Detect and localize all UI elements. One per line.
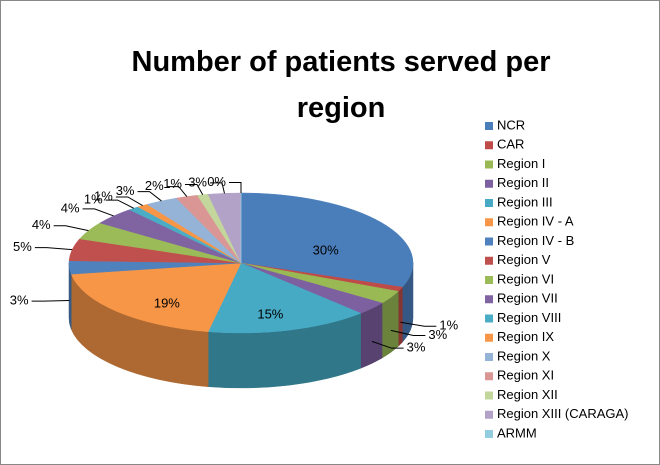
legend-label: Region X (497, 348, 551, 363)
legend-swatch (485, 430, 493, 438)
leader-line (229, 182, 242, 193)
legend-label: Region XII (497, 387, 558, 402)
data-label: 2% (145, 178, 164, 193)
leader-line (371, 340, 404, 349)
leader-line (137, 191, 162, 202)
leader-line (115, 196, 143, 207)
leader-line (82, 208, 114, 217)
data-label: 4% (61, 200, 80, 215)
slice-side (398, 286, 403, 347)
legend-label: Region IV - B (497, 233, 574, 248)
legend-swatch (485, 391, 493, 400)
data-label: 3% (407, 340, 426, 355)
legend-swatch (485, 141, 493, 150)
legend-swatch (485, 218, 493, 227)
legend-label: NCR (497, 117, 525, 132)
legend-swatch (485, 160, 493, 169)
legend-swatch (485, 410, 493, 419)
legend-swatch (485, 237, 493, 246)
legend-label: ARMM (497, 425, 537, 440)
data-label: 0% (207, 174, 226, 189)
slice (207, 262, 362, 334)
legend-swatch (485, 314, 493, 323)
legend-swatch (485, 295, 493, 304)
legend-label: Region XI (497, 368, 554, 383)
data-label: 1% (439, 318, 458, 333)
legend-swatch (485, 179, 493, 188)
data-label: 19% (154, 296, 180, 311)
data-label: 3% (10, 293, 29, 308)
legend-swatch (485, 372, 493, 381)
legend-label: CAR (497, 137, 524, 152)
data-label: 3% (116, 183, 135, 198)
data-label: 30% (313, 242, 339, 257)
legend-label: Region IV - A (497, 214, 574, 229)
data-label: 1% (84, 192, 103, 207)
slice (70, 262, 242, 332)
legend-label: Region IX (497, 329, 554, 344)
legend-label: Region V (497, 252, 551, 267)
leader-line (390, 329, 426, 337)
leader-line (105, 199, 134, 209)
legend-label: Region XIII (CARAGA) (497, 406, 629, 421)
legend-label: Region VI (497, 271, 554, 286)
data-label: 5% (13, 239, 32, 254)
data-label: 3% (428, 327, 447, 342)
data-label: 3% (188, 174, 207, 189)
legend-label: Region VII (497, 291, 558, 306)
leader-line (400, 321, 437, 327)
legend-label: Region II (497, 175, 549, 190)
leader-line (210, 182, 225, 194)
leader-line (53, 225, 89, 232)
legend-swatch (485, 333, 493, 342)
leader-line (31, 299, 70, 302)
legend-label: Region I (497, 156, 545, 171)
data-label: 15% (257, 307, 283, 322)
data-label: 1% (163, 176, 182, 191)
legend-swatch (485, 199, 493, 207)
leader-line (184, 184, 204, 195)
legend-swatch (485, 122, 493, 130)
leader-line (166, 186, 188, 197)
chart-title: Number of patients served per region (131, 46, 551, 124)
data-label: 1% (94, 188, 113, 203)
slice (240, 192, 414, 288)
legend-swatch (485, 276, 493, 284)
leader-line (34, 247, 73, 251)
legend-label: Region VIII (497, 310, 561, 325)
legend-swatch (485, 256, 493, 265)
legend-swatch (485, 353, 493, 361)
data-label: 4% (32, 217, 51, 232)
legend-label: Region III (497, 194, 553, 209)
slice-side (360, 302, 383, 369)
